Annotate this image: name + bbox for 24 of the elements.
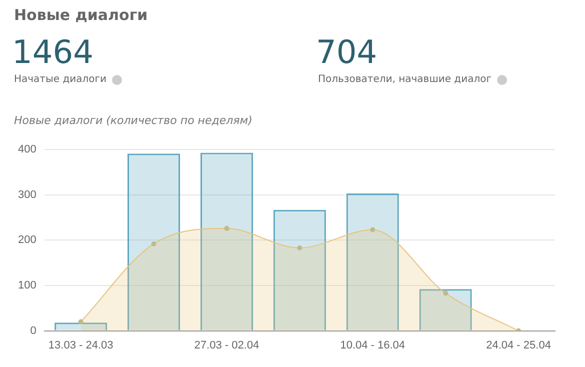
point [443, 290, 448, 296]
point [297, 245, 302, 250]
y-tick-label: 400 [18, 144, 36, 156]
x-tick-label: 10.04 - 16.04 [340, 339, 406, 352]
bar [200, 152, 253, 330]
y-tick-label: 0 [30, 324, 36, 337]
bar [128, 154, 180, 330]
point [224, 226, 230, 231]
x-tick-label: 13.03 - 24.03 [48, 339, 114, 352]
chart-subtitle: Новые диалоги (количество по неделям) [14, 114, 252, 127]
point [151, 241, 156, 246]
point [370, 227, 376, 232]
y-tick-label: 100 [18, 280, 36, 292]
text: 704 [316, 33, 378, 71]
x-tick-label: 24.04 - 25.04 [486, 339, 551, 352]
y-tick-label: 300 [18, 188, 36, 201]
point [78, 319, 84, 324]
y-tick-label: 200 [18, 234, 36, 246]
chart-title: Новые диалоги [14, 6, 148, 24]
text: Пользователи, начавшие диалог [318, 74, 492, 85]
x-tick-label: 27.03 - 02.04 [194, 339, 260, 352]
text: Начатые диалоги [14, 74, 107, 85]
bar [346, 194, 399, 330]
text: 1464 [12, 33, 94, 71]
